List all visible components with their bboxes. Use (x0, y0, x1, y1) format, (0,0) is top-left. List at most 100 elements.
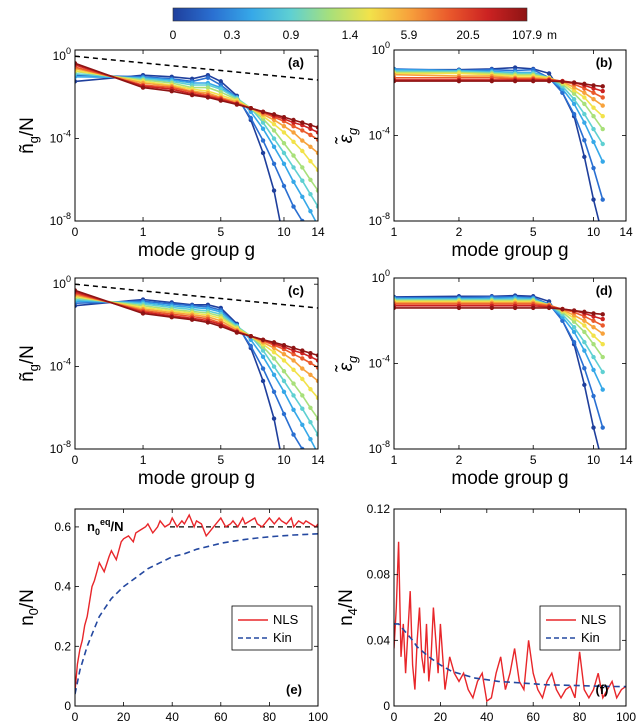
series-point (271, 136, 277, 141)
series-point (218, 324, 223, 329)
legend-label-nls: NLS (581, 612, 607, 627)
series-point (600, 126, 605, 132)
series-point (271, 340, 277, 345)
series-point (394, 78, 397, 84)
x-axis-label: mode group g (138, 240, 255, 261)
x-tick-label: 0 (72, 453, 79, 467)
panel-a: 0 1 5 10 14 10-8 10-4 100 mode group g ñg/N (a) (17, 46, 325, 261)
y-axis-label: n0/N (17, 589, 41, 626)
series-point (591, 113, 596, 119)
series-point (300, 218, 305, 221)
series-line-kin (75, 533, 318, 695)
series-point (591, 425, 596, 430)
series-point (582, 101, 587, 107)
series-point (582, 318, 587, 323)
series-point (291, 358, 296, 363)
series-point (271, 188, 277, 193)
series-point (308, 208, 313, 214)
series-point (291, 130, 296, 135)
series-point (582, 154, 587, 160)
y-tick-label: 10-8 (369, 211, 390, 228)
series-point (316, 246, 320, 250)
y-tick-label: 10-4 (369, 126, 390, 143)
x-tick-label: 1 (140, 453, 147, 467)
x-tick-label: 2 (456, 225, 463, 239)
series-point (300, 348, 305, 353)
series-point (205, 75, 211, 80)
series-point (300, 148, 305, 154)
series-point (600, 323, 605, 328)
series-point (315, 204, 318, 209)
y-tick-label: 0.12 (367, 502, 391, 516)
y-tick-label: 100 (53, 46, 71, 63)
series-point (300, 446, 305, 449)
series-point (271, 144, 277, 149)
series-point (291, 117, 296, 123)
series-point (315, 125, 318, 130)
panel-label: (d) (596, 283, 613, 298)
series-line-kin (394, 623, 626, 688)
series-point (531, 78, 536, 84)
series-point (315, 188, 318, 193)
series-point (281, 389, 287, 394)
y-tick-label: 10-8 (50, 211, 71, 228)
series-point (600, 331, 605, 336)
series-point (271, 122, 277, 127)
series-point (308, 144, 313, 149)
series-line-8 (75, 64, 318, 134)
x-tick-label: 10 (587, 453, 601, 467)
series-point (582, 90, 587, 95)
series-point (281, 161, 287, 166)
series-point (571, 319, 577, 324)
series-point (300, 178, 305, 183)
series-point (75, 79, 78, 84)
x-tick-label: 14 (311, 453, 325, 467)
series-point (300, 570, 304, 574)
series-point (205, 85, 211, 90)
series-point (591, 341, 596, 347)
series-point (591, 96, 596, 102)
y-tick-label: 0.4 (54, 580, 71, 594)
series-point (248, 333, 253, 339)
series-point (291, 393, 296, 398)
x-tick-label: 14 (311, 225, 325, 239)
y-axis-label: ñg/N (17, 345, 41, 382)
series-point (281, 342, 287, 348)
series-point (260, 337, 266, 342)
reference-dashed-line (75, 55, 318, 81)
series-point (315, 353, 318, 358)
series-point (308, 372, 313, 377)
series-point (260, 138, 266, 143)
series-point (600, 103, 605, 108)
colorbar-tick-label: 0.3 (224, 28, 241, 42)
y-tick-label: 100 (372, 40, 390, 57)
series-point (291, 407, 296, 412)
series-point (600, 341, 605, 347)
series-point (271, 416, 277, 421)
series-point (601, 462, 605, 466)
series-point (281, 351, 287, 357)
series-point (601, 234, 605, 238)
y-tick-label: 0.6 (54, 520, 71, 534)
y-axis-label: ε̃g (335, 127, 360, 145)
y-tick-label: 10-4 (50, 357, 71, 374)
series-point (281, 411, 287, 417)
series-point (315, 432, 318, 437)
colorbar-tick-label: 0 (170, 28, 177, 42)
series-point (600, 354, 605, 360)
series-point (169, 315, 174, 320)
series-point (260, 354, 266, 359)
series-point (600, 312, 605, 317)
colorbar-unit-label: m (547, 28, 557, 42)
series-point (291, 179, 296, 184)
plot-area (75, 55, 320, 250)
x-tick-label: 10 (587, 225, 601, 239)
axes-box (74, 49, 319, 222)
legend-label-kin: Kin (273, 630, 292, 645)
panel-label: (c) (288, 283, 304, 298)
series-point (300, 406, 305, 411)
x-axis-label: mode group g (451, 240, 568, 261)
series-point (582, 309, 587, 315)
series-point (271, 356, 277, 361)
